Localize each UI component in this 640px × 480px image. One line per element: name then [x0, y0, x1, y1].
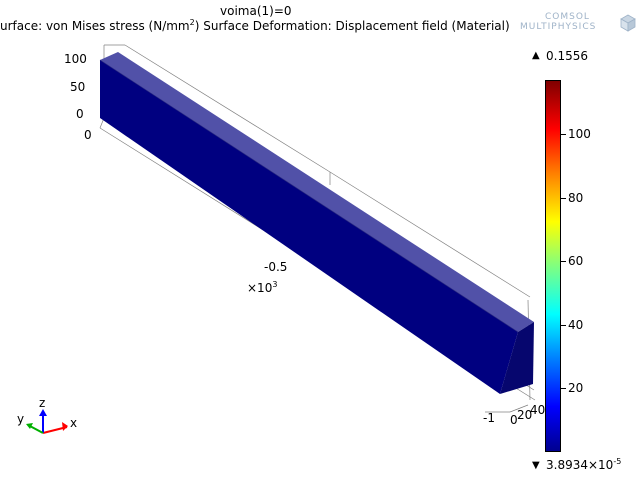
x-tick-label: -0.5: [264, 260, 288, 274]
box-edge: [329, 171, 531, 298]
colorbar-min-exponent: -5: [613, 457, 622, 466]
beam-front-face: [100, 60, 518, 394]
colorbar-min-base: 3.8934×10: [546, 458, 614, 472]
colorbar-tick-label: 20: [568, 381, 584, 395]
triad-x-label: x: [70, 416, 78, 430]
y-origin-label: 0: [84, 128, 92, 142]
plot-title: voima(1)=0: [220, 4, 292, 18]
x-tick-label: -1: [483, 411, 495, 425]
triad-z-arrow: [39, 409, 47, 416]
colorbar-max-label: 0.1556: [546, 49, 588, 63]
colorbar: [545, 80, 561, 452]
y-tick-label: 20: [517, 408, 533, 422]
triad: [26, 409, 68, 434]
box-edge: [509, 404, 529, 413]
min-triangle-icon: ▼: [532, 460, 540, 471]
colorbar-tick-mark: [561, 388, 566, 389]
colorbar-tick-mark: [561, 198, 566, 199]
plot-subtitle-part2: ) Surface Deformation: Displacement fiel…: [194, 19, 510, 33]
logo-line1: COMSOL: [545, 12, 590, 22]
beam: [99, 52, 534, 394]
triad-y-arrow: [26, 423, 33, 429]
plot-subtitle-part1: urface: von Mises stress (N/mm: [0, 19, 190, 33]
box-edge: [124, 44, 331, 173]
colorbar-tick-label: 80: [568, 191, 584, 205]
plot-subtitle: urface: von Mises stress (N/mm2) Surface…: [0, 18, 510, 34]
colorbar-tick-label: 40: [568, 318, 584, 332]
triad-z-label: z: [39, 396, 46, 410]
z-tick-label: 100: [64, 52, 87, 66]
colorbar-tick-label: 60: [568, 254, 584, 268]
triad-x-arrow: [62, 422, 68, 431]
y-tick-label: 40: [530, 403, 546, 417]
z-tick-label: 50: [70, 80, 86, 94]
x-multiplier-base: ×10: [247, 281, 273, 295]
cube-logo-icon: [620, 14, 636, 32]
colorbar-tick-label: 100: [568, 127, 591, 141]
colorbar-min-label: 3.8934×10-5: [546, 457, 622, 473]
beam-end-face: [500, 322, 534, 394]
colorbar-tick-mark: [561, 261, 566, 262]
beam-edge: [99, 59, 519, 333]
comsol-logo: COMSOL MULTIPHYSICS: [520, 10, 640, 36]
x-multiplier-label: ×103: [247, 280, 278, 296]
z-tick-label: 0: [76, 107, 84, 121]
max-triangle-icon: ▲: [532, 50, 540, 61]
y-tick-label: 0: [510, 413, 518, 427]
colorbar-tick-mark: [561, 134, 566, 135]
x-multiplier-exponent: 3: [272, 280, 278, 289]
colorbar-tick-mark: [561, 325, 566, 326]
beam-top-face: [100, 52, 534, 332]
triad-y-label: y: [17, 412, 25, 426]
logo-line2: MULTIPHYSICS: [520, 22, 597, 32]
plot-subtitle-exponent: 2: [189, 18, 195, 27]
